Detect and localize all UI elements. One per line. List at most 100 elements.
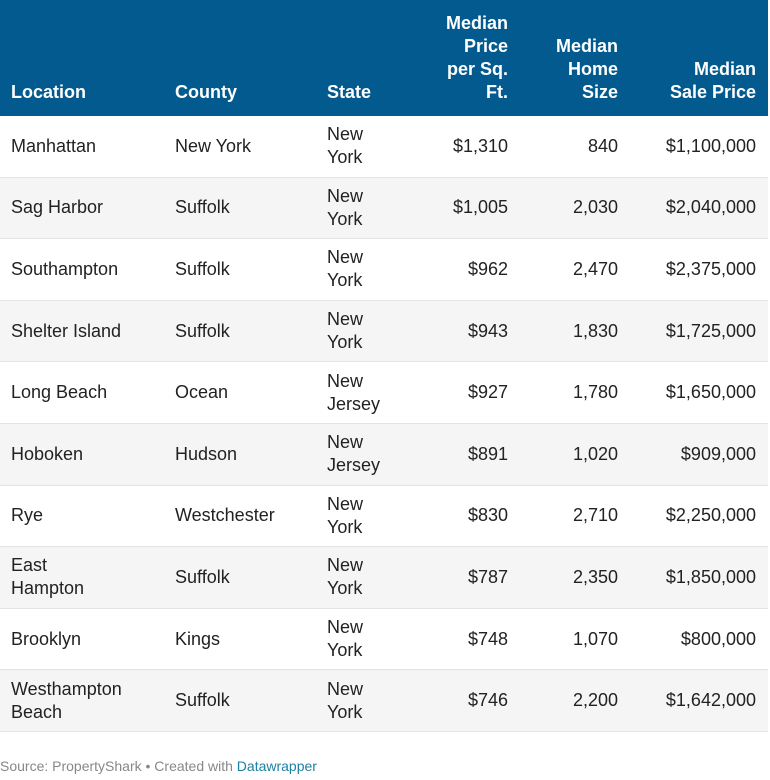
cell-price-per-sqft: $748	[467, 628, 508, 649]
cell-county: Westchester	[175, 505, 275, 526]
cell-home-size: 840	[587, 135, 618, 156]
header-state[interactable]: State	[316, 81, 412, 104]
header-price-per-sqft[interactable]: Median Price per Sq. Ft.	[412, 12, 508, 104]
cell-state-line: New	[327, 309, 364, 330]
header-county[interactable]: County	[164, 81, 316, 104]
cell-state-line: York	[327, 640, 363, 661]
cell-state-line: York	[327, 516, 363, 537]
header-sale-price-line: Sale Price	[669, 82, 756, 102]
cell-home-size: 1,070	[572, 628, 618, 649]
cell-county: Suffolk	[175, 258, 230, 279]
cell-location-line: Long Beach	[11, 382, 108, 403]
cell-state: New York	[316, 123, 412, 169]
header-location-line: Location	[11, 82, 86, 102]
cell-state-line: New	[327, 617, 364, 638]
cell-state-line: Jersey	[327, 393, 381, 414]
table-row: Long Beach Ocean New Jersey $927 1,780 $1,650,…	[0, 362, 768, 424]
datawrapper-link[interactable]: Datawrapper	[236, 758, 317, 774]
header-state-line: State	[327, 82, 372, 102]
cell-home-size: 2,470	[572, 258, 618, 279]
cell-state: New Jersey	[316, 370, 412, 416]
cell-home-size: 2,710	[572, 505, 618, 526]
cell-sale-price: $1,725,000	[665, 320, 756, 341]
cell-location-line: Southampton	[11, 258, 119, 279]
cell-home-size: 1,020	[572, 443, 618, 464]
header-home-size-line: Size	[581, 82, 618, 102]
cell-price-per-sqft: $943	[467, 320, 508, 341]
cell-sale-price: $1,850,000	[665, 566, 756, 587]
table-header: Location County State Median Price per Sq.…	[0, 0, 768, 116]
table-row: East Hampton Suffolk New York $787 2,350 $1,850…	[0, 547, 768, 609]
table-body: Manhattan New York New York $1,310 840 $1,100,…	[0, 116, 768, 732]
cell-state: New York	[316, 554, 412, 600]
cell-home-size: 1,830	[572, 320, 618, 341]
cell-sale-price: $1,642,000	[665, 690, 756, 711]
cell-price-per-sqft: $1,310	[452, 135, 508, 156]
cell-location: Southampton	[0, 258, 164, 281]
cell-state: New York	[316, 678, 412, 724]
cell-price-per-sqft: $927	[467, 382, 508, 403]
cell-home-size: 1,780	[572, 382, 618, 403]
header-sale-price-line: Median	[693, 59, 756, 79]
header-county-line: County	[175, 82, 237, 102]
cell-state: New Jersey	[316, 431, 412, 477]
header-price-per-sqft-line: Ft.	[486, 82, 508, 102]
cell-location-line: Manhattan	[11, 135, 97, 156]
cell-state-line: New	[327, 185, 364, 206]
cell-state-line: New	[327, 370, 364, 391]
cell-sale-price: $2,375,000	[665, 258, 756, 279]
source-text: Source: PropertyShark • Created with	[0, 758, 237, 774]
cell-location: Westhampton Beach	[0, 678, 164, 724]
cell-state-line: York	[327, 332, 363, 353]
cell-location-line: Hoboken	[11, 443, 84, 464]
cell-county: Suffolk	[175, 197, 230, 218]
header-home-size[interactable]: Median Home Size	[508, 35, 618, 104]
source-footer: Source: PropertyShark • Created with Dat…	[0, 758, 317, 774]
cell-sale-price: $2,040,000	[665, 197, 756, 218]
cell-location: Sag Harbor	[0, 196, 164, 219]
cell-county: Suffolk	[175, 690, 230, 711]
cell-sale-price: $800,000	[680, 628, 756, 649]
header-price-per-sqft-line: Price	[463, 36, 508, 56]
cell-location: Hoboken	[0, 443, 164, 466]
cell-price-per-sqft: $746	[467, 690, 508, 711]
table-row: Hoboken Hudson New Jersey $891 1,020 $909,000	[0, 423, 768, 486]
cell-location-line: Rye	[11, 505, 44, 526]
header-price-per-sqft-line: Median	[445, 13, 508, 33]
cell-state-line: New	[327, 555, 364, 576]
cell-state-line: New	[327, 247, 364, 268]
cell-state-line: York	[327, 208, 363, 229]
cell-home-size: 2,030	[572, 197, 618, 218]
cell-sale-price: $1,100,000	[665, 135, 756, 156]
cell-state: New York	[316, 493, 412, 539]
table-row: Rye Westchester New York $830 2,710 $2,250,000	[0, 486, 768, 548]
table-row: Westhampton Beach Suffolk New York $746 2,200 $…	[0, 670, 768, 732]
cell-state: New York	[316, 246, 412, 292]
cell-price-per-sqft: $787	[467, 566, 508, 587]
cell-price-per-sqft: $891	[467, 443, 508, 464]
cell-state: New York	[316, 616, 412, 662]
cell-state: New York	[316, 308, 412, 354]
header-price-per-sqft-line: per Sq.	[446, 59, 508, 79]
header-home-size-line: Home	[567, 59, 618, 79]
cell-price-per-sqft: $1,005	[452, 197, 508, 218]
cell-sale-price: $1,650,000	[665, 382, 756, 403]
cell-home-size: 2,350	[572, 566, 618, 587]
header-home-size-line: Median	[555, 36, 618, 56]
cell-county: Suffolk	[175, 320, 230, 341]
cell-state-line: New	[327, 493, 364, 514]
cell-location-line: Hampton	[11, 578, 85, 599]
cell-county: Suffolk	[175, 566, 230, 587]
cell-sale-price: $909,000	[680, 443, 756, 464]
cell-state-line: York	[327, 270, 363, 291]
cell-state-line: York	[327, 578, 363, 599]
table-row: Sag Harbor Suffolk New York $1,005 2,030 $2,04…	[0, 177, 768, 240]
table-row: Brooklyn Kings New York $748 1,070 $800,000	[0, 609, 768, 671]
cell-state-line: New	[327, 432, 364, 453]
cell-location-line: Westhampton	[11, 678, 122, 699]
header-location[interactable]: Location	[0, 81, 164, 104]
cell-location: East Hampton	[0, 554, 164, 600]
cell-county: Hudson	[175, 443, 238, 464]
cell-state-line: York	[327, 701, 363, 722]
header-sale-price[interactable]: Median Sale Price	[618, 58, 756, 104]
